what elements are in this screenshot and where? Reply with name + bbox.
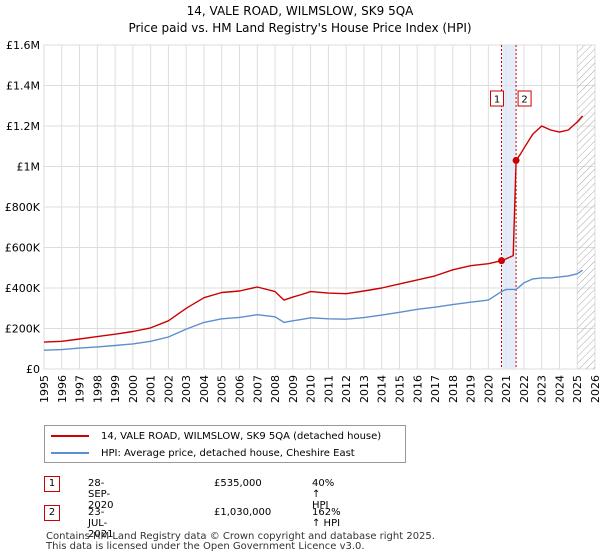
- x-tick-label: 2019: [465, 375, 478, 403]
- y-tick-label: £1.4M: [6, 80, 40, 93]
- x-tick-label: 2014: [376, 375, 389, 403]
- footer: Contains HM Land Registry data © Crown c…: [46, 532, 435, 552]
- transaction-hpi-change: 40% ↑ HPI: [312, 478, 335, 511]
- legend-item-hpi: HPI: Average price, detached house, Ches…: [51, 445, 355, 461]
- x-tick-label: 2016: [411, 375, 424, 403]
- forecast-hatched-region: [577, 45, 595, 369]
- y-tick-label: £0: [26, 363, 40, 376]
- footer-licence: This data is licensed under the Open Gov…: [46, 541, 365, 552]
- x-tick-label: 2003: [180, 375, 193, 403]
- x-tick-label: 2009: [287, 375, 300, 403]
- y-tick-label: £1M: [17, 161, 41, 174]
- x-tick-label: 2020: [482, 375, 495, 403]
- x-tick-label: 1996: [56, 375, 69, 403]
- legend: 14, VALE ROAD, WILMSLOW, SK9 5QA (detach…: [44, 425, 406, 463]
- transaction-price: £1,030,000: [214, 507, 272, 518]
- footer-copyright: Contains HM Land Registry data © Crown c…: [46, 531, 435, 542]
- y-tick-label: £600K: [5, 242, 41, 255]
- y-tick-label: £200K: [5, 323, 41, 336]
- price-chart: 1 2 £0 £200K £400K £600K £800K £1M £1.2M £1.4M £1…: [5, 39, 600, 403]
- x-tick-label: 2011: [322, 375, 335, 403]
- annotation-border: [517, 90, 532, 107]
- chart-title: 14, VALE ROAD, WILMSLOW, SK9 5QA: [186, 4, 414, 18]
- x-tick-label: 2018: [447, 375, 460, 403]
- transaction-hpi-change: 162% ↑ HPI: [312, 507, 341, 529]
- x-tick-label: 2010: [305, 375, 318, 403]
- transaction-date: 23-JUL-2021: [88, 507, 114, 540]
- x-tick-label: 2017: [429, 375, 442, 403]
- x-tick-label: 2000: [127, 375, 140, 403]
- legend-swatch-property: [51, 435, 89, 437]
- x-tick-label: 2001: [145, 375, 158, 403]
- x-tick-label: 2005: [216, 375, 229, 403]
- x-tick-label: 2023: [536, 375, 549, 403]
- transaction-period-shading: [501, 45, 517, 369]
- y-tick-label: £800K: [5, 201, 41, 214]
- x-tick-label: 1995: [38, 375, 51, 403]
- transaction-number: 1: [44, 476, 60, 492]
- x-tick-label: 2026: [589, 375, 600, 403]
- y-tick-label: £1.2M: [6, 120, 40, 133]
- legend-item-property: 14, VALE ROAD, WILMSLOW, SK9 5QA (detach…: [51, 428, 381, 444]
- transaction-date: 28-SEP-2020: [88, 478, 114, 511]
- x-tick-label: 2013: [358, 375, 371, 403]
- series-line: [43, 115, 584, 343]
- annotation-box: 1: [490, 90, 505, 107]
- x-tick-label: 2008: [269, 375, 282, 403]
- sale-point: [498, 257, 506, 265]
- x-tick-label: 2022: [518, 375, 531, 403]
- annotation-label: 2: [521, 95, 527, 106]
- x-tick-label: 1997: [74, 375, 87, 403]
- chart-subtitle: Price paid vs. HM Land Registry's House …: [128, 21, 472, 35]
- x-tick-label: 2024: [553, 375, 566, 403]
- x-tick-label: 2007: [251, 375, 264, 403]
- annotation-label: 1: [494, 95, 500, 106]
- y-tick-label: £1.6M: [6, 39, 40, 52]
- x-tick-label: 2012: [340, 375, 353, 403]
- x-tick-label: 2004: [198, 375, 211, 403]
- x-tick-label: 1998: [91, 375, 104, 403]
- legend-label-hpi: HPI: Average price, detached house, Ches…: [101, 447, 355, 459]
- legend-swatch-hpi: [51, 452, 89, 454]
- x-tick-label: 2015: [393, 375, 406, 403]
- x-tick-label: 2025: [571, 375, 584, 403]
- annotation-border: [490, 90, 505, 107]
- transaction-number: 2: [44, 505, 60, 521]
- x-tick-label: 2002: [162, 375, 175, 403]
- legend-label-property: 14, VALE ROAD, WILMSLOW, SK9 5QA (detach…: [101, 430, 382, 442]
- x-tick-label: 2021: [500, 375, 513, 403]
- series-line: [43, 269, 583, 351]
- sale-point: [512, 156, 520, 164]
- annotation-box: 2: [517, 90, 532, 107]
- transaction-price: £535,000: [214, 478, 262, 489]
- x-tick-label: 2006: [234, 375, 247, 403]
- y-tick-label: £400K: [5, 282, 41, 295]
- x-tick-label: 1999: [109, 375, 122, 403]
